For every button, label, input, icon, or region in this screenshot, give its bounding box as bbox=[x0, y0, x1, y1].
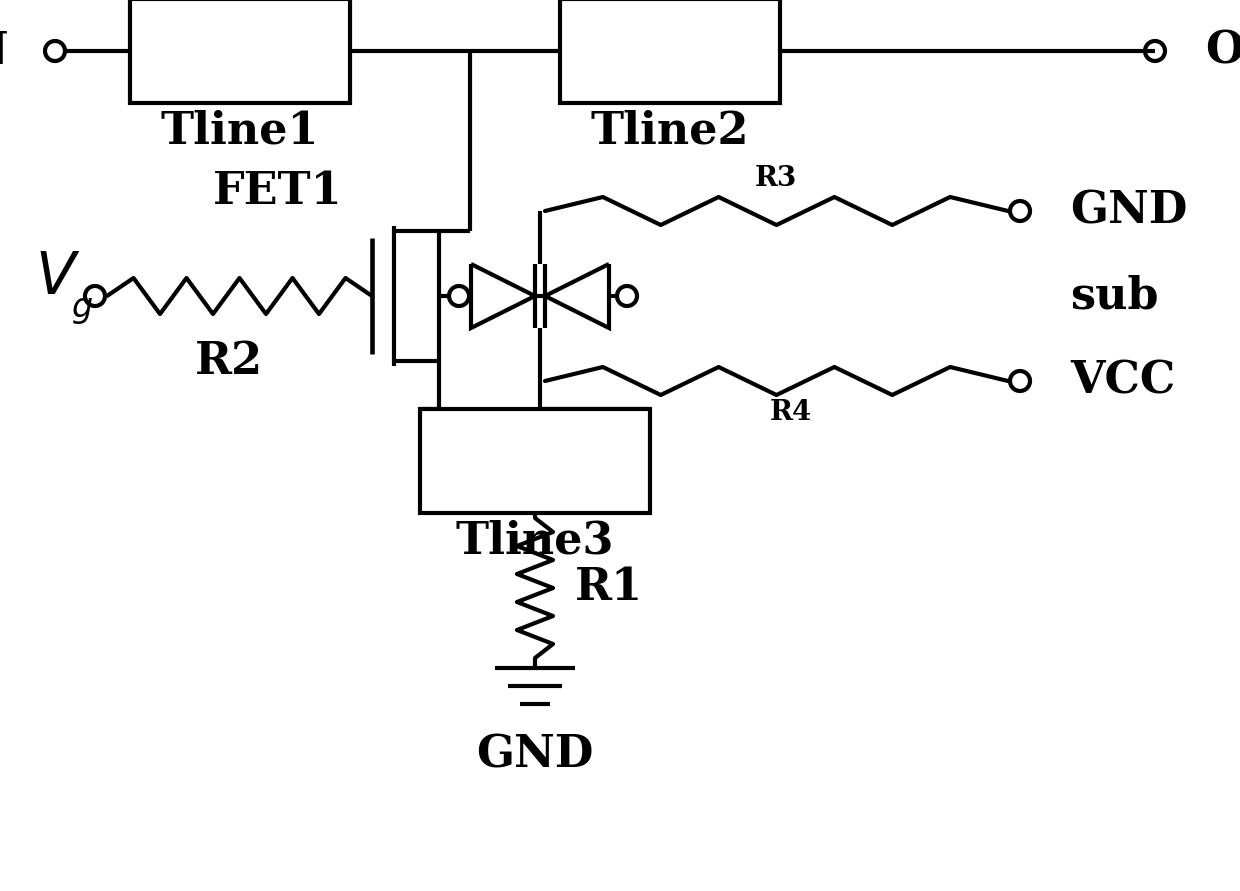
Text: IN: IN bbox=[0, 29, 10, 72]
Text: GND: GND bbox=[476, 734, 594, 777]
Text: GND: GND bbox=[1070, 190, 1188, 233]
Bar bbox=[560, 0, 780, 103]
Text: Tline2: Tline2 bbox=[590, 110, 749, 152]
Bar bbox=[130, 0, 350, 103]
Text: OUT: OUT bbox=[1205, 29, 1240, 72]
Text: R2: R2 bbox=[195, 339, 263, 382]
Text: sub: sub bbox=[1070, 274, 1158, 317]
Text: R4: R4 bbox=[770, 399, 812, 427]
Text: Tline3: Tline3 bbox=[456, 519, 614, 562]
Text: $g$: $g$ bbox=[71, 294, 93, 326]
Text: Tline1: Tline1 bbox=[161, 110, 319, 152]
Bar bbox=[420, 409, 650, 513]
Text: R3: R3 bbox=[755, 166, 797, 192]
Text: $V$: $V$ bbox=[35, 250, 81, 306]
Text: R1: R1 bbox=[575, 567, 644, 609]
Text: FET1: FET1 bbox=[212, 169, 342, 212]
Text: VCC: VCC bbox=[1070, 359, 1176, 403]
